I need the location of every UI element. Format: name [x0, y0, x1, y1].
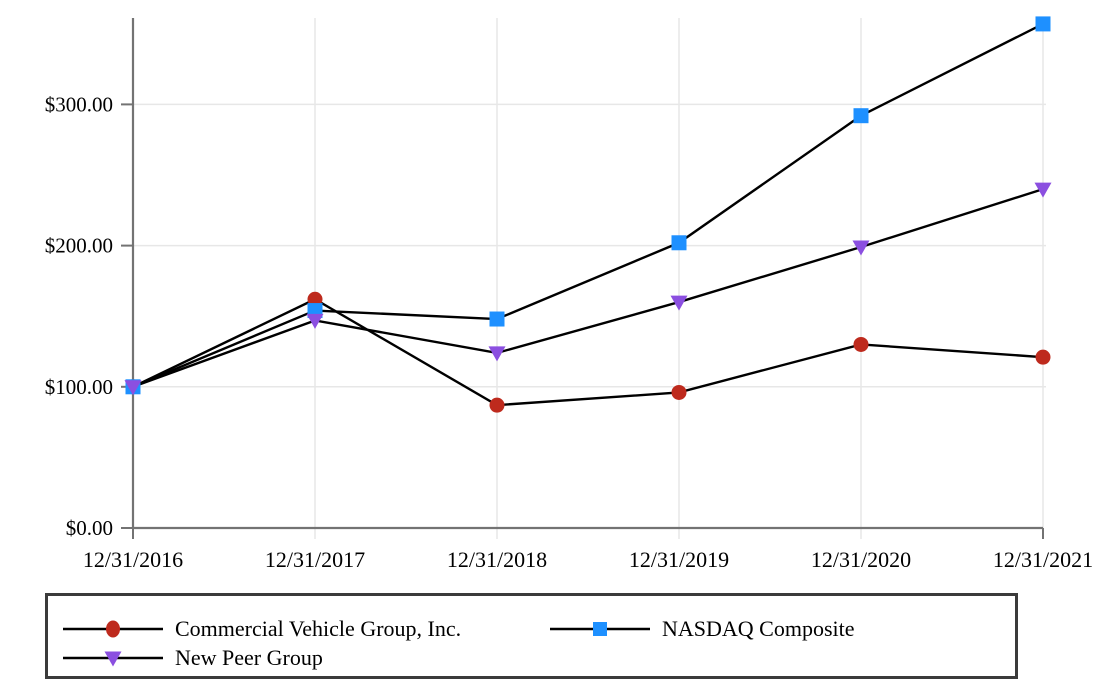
- x-tick-label: 12/31/2020: [811, 547, 911, 572]
- chart-plot-area: $0.00 $100.00 $200.00 $300.00 12/31/2016 12/3…: [45, 16, 1093, 572]
- data-point-square-1-3: [671, 235, 687, 251]
- circle-marker-icon: [106, 620, 120, 638]
- y-tick-label: $0.00: [66, 516, 113, 540]
- data-point-triangle-2-5: [1034, 182, 1052, 198]
- square-marker-icon: [593, 622, 607, 636]
- legend-entry-nasdaq: NASDAQ Composite: [550, 617, 855, 641]
- y-tick-label: $300.00: [45, 92, 113, 116]
- legend-label-nasdaq: NASDAQ Composite: [662, 616, 855, 641]
- data-point-triangle-2-4: [852, 240, 870, 256]
- x-tick-label: 12/31/2017: [265, 547, 365, 572]
- x-tick-label: 12/31/2016: [83, 547, 183, 572]
- chart-legend: Commercial Vehicle Group, Inc. NASDAQ Co…: [45, 593, 1018, 679]
- y-tick-label: $200.00: [45, 234, 113, 258]
- data-point-triangle-2-1: [306, 313, 324, 329]
- legend-key-nasdaq: [550, 622, 650, 636]
- data-point-square-1-2: [489, 311, 505, 327]
- legend-entry-peer: New Peer Group: [63, 646, 323, 670]
- data-point-square-1-5: [1035, 16, 1051, 32]
- data-point-triangle-2-0: [124, 380, 142, 396]
- series-line-2: [132, 187, 1044, 388]
- x-tick-label: 12/31/2021: [993, 547, 1093, 572]
- x-tick-label: 12/31/2019: [629, 547, 729, 572]
- legend-label-cvg: Commercial Vehicle Group, Inc.: [175, 616, 462, 641]
- x-tick-label: 12/31/2018: [447, 547, 547, 572]
- data-point-triangle-2-2: [488, 346, 506, 362]
- data-point-circle-0-3: [671, 384, 687, 400]
- legend-entry-cvg: Commercial Vehicle Group, Inc.: [63, 617, 461, 641]
- legend-key-peer: [63, 651, 163, 667]
- y-tick-label: $100.00: [45, 375, 113, 399]
- data-point-circle-0-5: [1035, 349, 1051, 365]
- data-point-circle-0-2: [489, 397, 505, 413]
- series-line-0: [132, 297, 1044, 407]
- data-point-square-1-4: [853, 108, 869, 124]
- legend-key-cvg: [63, 620, 163, 638]
- triangle-down-marker-icon: [104, 651, 122, 667]
- data-point-circle-0-1: [307, 291, 323, 307]
- legend-label-peer: New Peer Group: [175, 645, 323, 670]
- data-point-triangle-2-3: [670, 295, 688, 311]
- series-line-1: [132, 22, 1044, 388]
- data-point-circle-0-4: [853, 336, 869, 352]
